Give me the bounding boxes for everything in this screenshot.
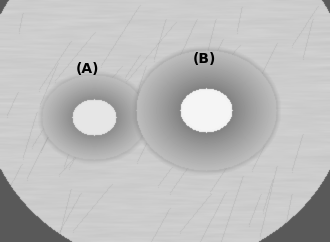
Text: (A): (A) bbox=[76, 62, 99, 76]
Text: (B): (B) bbox=[192, 52, 215, 66]
